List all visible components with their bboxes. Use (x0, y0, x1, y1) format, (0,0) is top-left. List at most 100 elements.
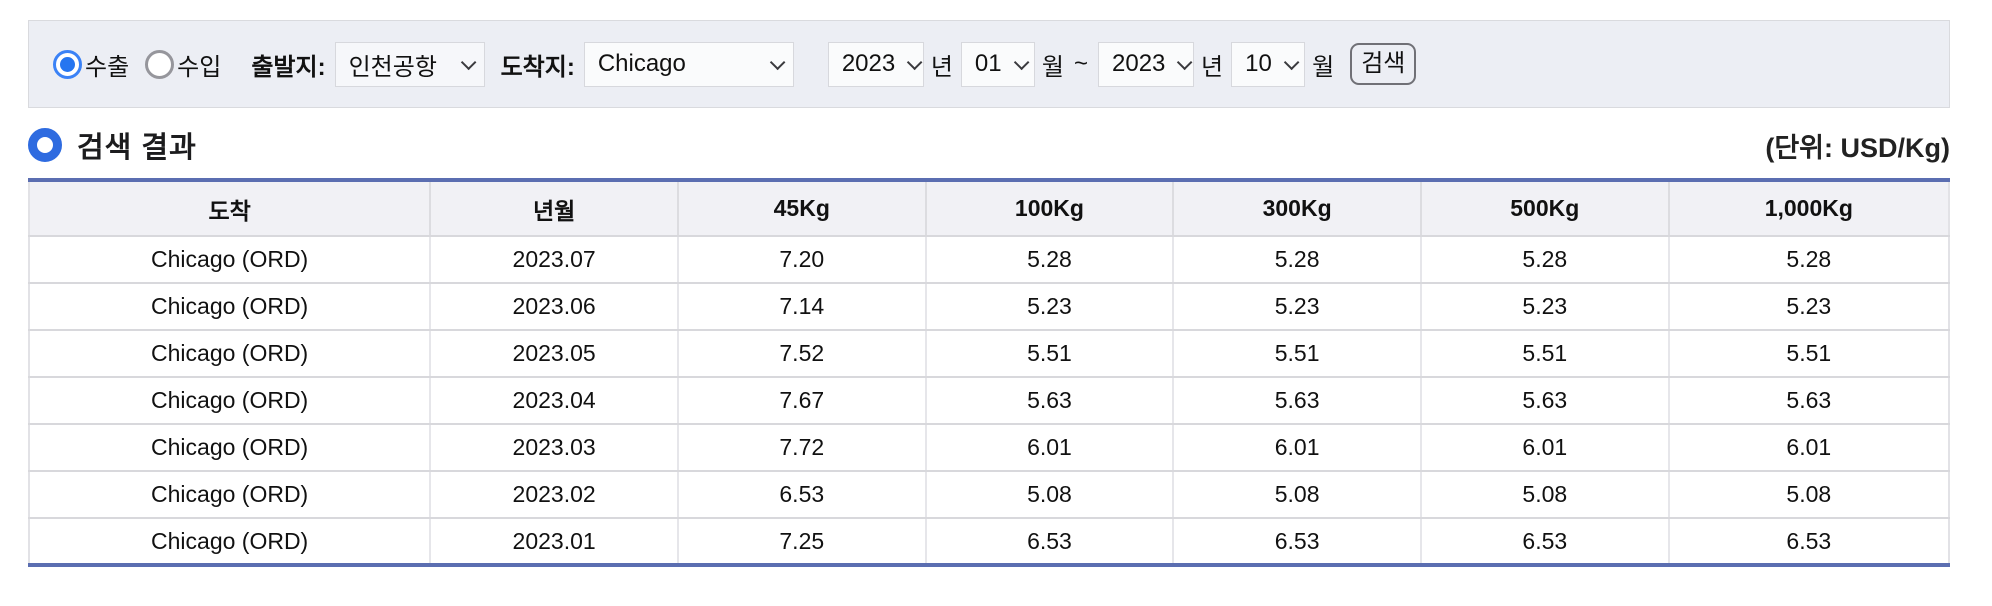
cell: 2023.06 (430, 283, 679, 331)
cell: 6.01 (1173, 424, 1422, 472)
cell: 5.63 (1420, 377, 1670, 425)
year-suffix: 년 (1201, 53, 1224, 81)
end-month-select[interactable]: 10 (1231, 41, 1306, 87)
cell: 5.28 (1420, 236, 1670, 284)
table-row: Chicago (ORD) 2023.05 7.52 5.51 5.51 5.51 5.51 (29, 330, 1949, 378)
destination-select-value: Chicago (597, 50, 686, 77)
cell: 6.53 (925, 518, 1175, 565)
table-row: Chicago (ORD) 2023.03 7.72 6.01 6.01 6.01 6.01 (29, 424, 1949, 472)
start-year-value: 2023 (841, 50, 896, 77)
cell: 5.23 (1668, 283, 1949, 331)
cell: 2023.02 (430, 471, 679, 519)
period-separator: ~ (1074, 50, 1089, 77)
cell: 2023.07 (430, 236, 679, 284)
cell: 2023.01 (430, 518, 679, 565)
origin-select[interactable]: 인천공항 (334, 41, 485, 87)
cell: Chicago (ORD) (29, 424, 432, 472)
cell: 5.51 (1668, 330, 1949, 378)
cell: 7.52 (677, 330, 927, 378)
table-body: Chicago (ORD) 2023.07 7.20 5.28 5.28 5.28 5.28… (29, 236, 1949, 565)
month-suffix: 월 (1312, 53, 1335, 81)
cell: 5.51 (1173, 330, 1422, 378)
end-year-value: 2023 (1112, 50, 1166, 77)
cell: Chicago (ORD) (29, 471, 432, 519)
table-row: Chicago (ORD) 2023.07 7.20 5.28 5.28 5.28 5.28 (29, 236, 1949, 284)
cell: 5.28 (1173, 236, 1422, 284)
page: 수출 수입 출발지: 인천공항 도착지: Chicago 2023 년 01 월… (28, 20, 1950, 567)
chevron-down-icon (1177, 54, 1193, 70)
end-month-value: 10 (1245, 50, 1272, 77)
cell: 7.67 (677, 377, 927, 425)
table-row: Chicago (ORD) 2023.02 6.53 5.08 5.08 5.08 5.08 (29, 471, 1949, 519)
search-button[interactable]: 검색 (1350, 43, 1417, 85)
radio-export-label: 수출 (85, 53, 130, 81)
origin-select-value: 인천공항 (348, 53, 437, 81)
cell: 7.25 (677, 518, 927, 565)
column-header: 년월 (430, 180, 679, 237)
cell: 6.01 (925, 424, 1175, 472)
table-row: Chicago (ORD) 2023.04 7.67 5.63 5.63 5.63 5.63 (29, 377, 1949, 425)
results-header: 검색 결과 (단위: USD/Kg) (28, 125, 1950, 165)
unit-label: (단위: USD/Kg) (1765, 132, 1950, 163)
table-row: Chicago (ORD) 2023.06 7.14 5.23 5.23 5.23 5.23 (29, 283, 1949, 331)
cell: 6.01 (1668, 424, 1949, 472)
radio-import-icon[interactable] (145, 49, 175, 79)
results-table: 도착 년월 45Kg 100Kg 300Kg 500Kg 1,000Kg Chicago (… (28, 178, 1950, 567)
radio-option-import[interactable]: 수입 (145, 47, 221, 82)
column-header: 45Kg (677, 180, 927, 237)
cell: 6.53 (1668, 518, 1949, 565)
cell: 6.53 (677, 471, 927, 519)
cell: 5.08 (1173, 471, 1422, 519)
destination-select[interactable]: Chicago (583, 41, 794, 87)
origin-label: 출발지: (251, 53, 326, 81)
cell: 5.63 (925, 377, 1175, 425)
radio-import-label: 수입 (177, 53, 222, 81)
column-header: 300Kg (1173, 180, 1422, 237)
column-header: 1,000Kg (1668, 180, 1949, 237)
cell: 5.63 (1173, 377, 1422, 425)
cell: 5.63 (1668, 377, 1949, 425)
month-suffix: 월 (1041, 53, 1064, 81)
cell: 2023.05 (430, 330, 679, 378)
cell: 5.08 (925, 471, 1175, 519)
end-year-select[interactable]: 2023 (1098, 41, 1195, 87)
table-header-row: 도착 년월 45Kg 100Kg 300Kg 500Kg 1,000Kg (29, 180, 1949, 237)
cell: 5.08 (1420, 471, 1670, 519)
start-month-select[interactable]: 01 (960, 41, 1035, 87)
cell: 5.23 (1420, 283, 1670, 331)
cell: Chicago (ORD) (29, 377, 432, 425)
start-year-select[interactable]: 2023 (827, 41, 924, 87)
search-panel: 수출 수입 출발지: 인천공항 도착지: Chicago 2023 년 01 월… (28, 20, 1950, 108)
year-suffix: 년 (930, 53, 953, 81)
cell: 2023.03 (430, 424, 679, 472)
cell: 6.01 (1420, 424, 1670, 472)
cell: 5.23 (1173, 283, 1422, 331)
cell: 6.53 (1173, 518, 1422, 565)
chevron-down-icon (460, 54, 476, 70)
results-bullet-icon (28, 128, 62, 162)
column-header: 도착 (29, 180, 432, 237)
start-month-value: 01 (974, 50, 1002, 77)
cell: Chicago (ORD) (29, 236, 432, 284)
chevron-down-icon (907, 54, 923, 70)
cell: 7.20 (677, 236, 927, 284)
radio-export-icon[interactable] (53, 49, 82, 79)
radio-option-export[interactable]: 수출 (53, 47, 129, 82)
chevron-down-icon (1283, 54, 1300, 70)
cell: 7.72 (677, 424, 927, 472)
column-header: 500Kg (1420, 180, 1670, 237)
cell: 5.51 (925, 330, 1175, 378)
destination-label: 도착지: (500, 53, 575, 81)
cell: Chicago (ORD) (29, 330, 432, 378)
table-row: Chicago (ORD) 2023.01 7.25 6.53 6.53 6.53 6.53 (29, 518, 1949, 565)
chevron-down-icon (1013, 54, 1030, 70)
chevron-down-icon (769, 54, 786, 70)
cell: 5.51 (1420, 330, 1670, 378)
cell: 5.23 (925, 283, 1175, 331)
results-title: 검색 결과 (77, 132, 197, 164)
cell: 7.14 (677, 283, 927, 331)
cell: Chicago (ORD) (29, 518, 432, 565)
cell: 5.28 (925, 236, 1175, 284)
cell: Chicago (ORD) (29, 283, 432, 331)
column-header: 100Kg (925, 180, 1175, 237)
